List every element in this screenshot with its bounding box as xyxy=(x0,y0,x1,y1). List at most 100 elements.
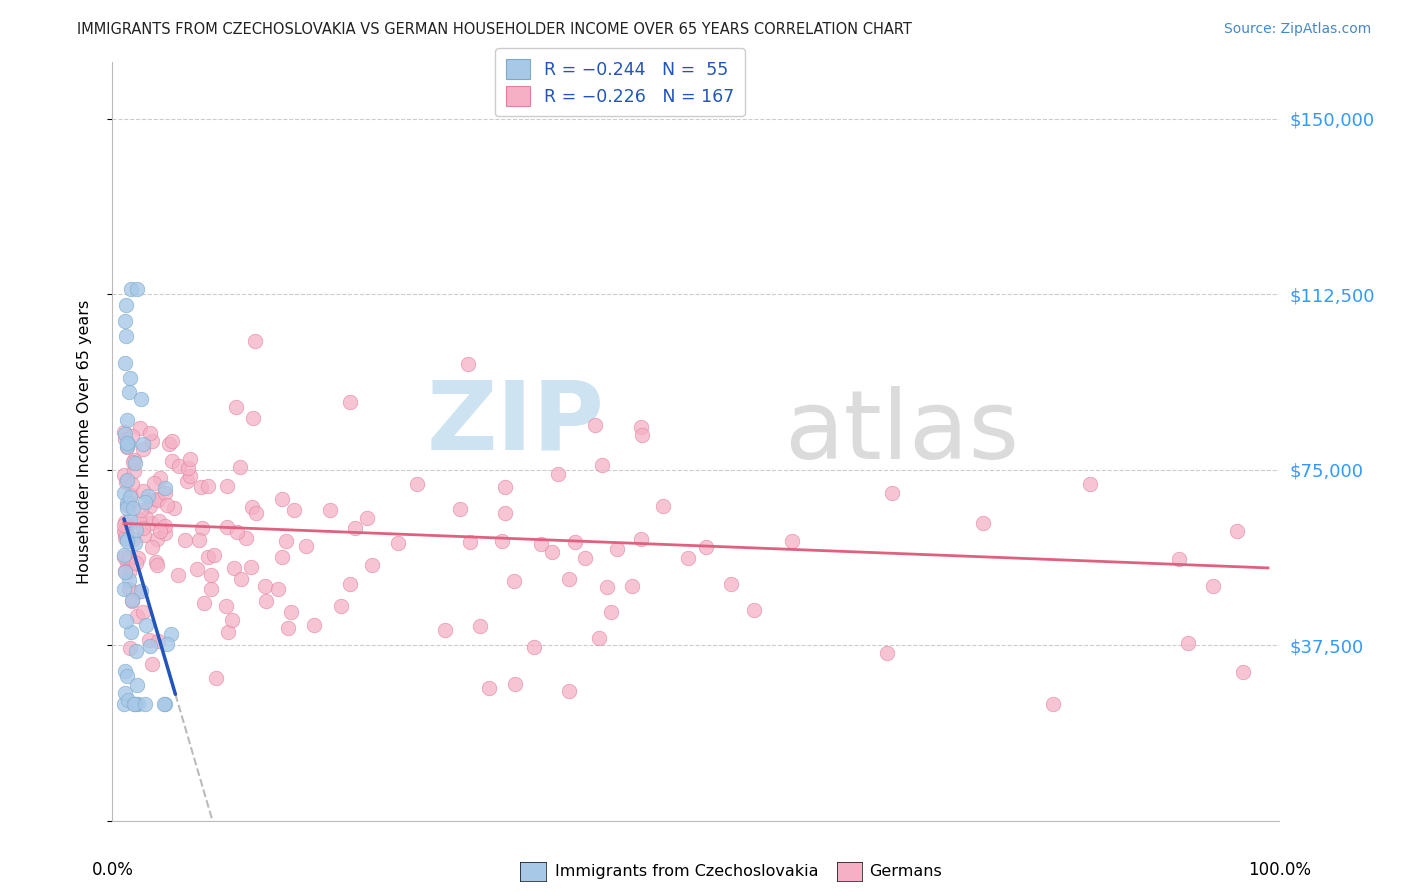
Point xyxy=(121,477,143,491)
Point xyxy=(564,535,586,549)
Point xyxy=(132,437,155,451)
Point xyxy=(115,298,138,312)
Point xyxy=(132,521,155,535)
Text: 100.0%: 100.0% xyxy=(1249,861,1310,879)
Point xyxy=(276,534,298,549)
Point xyxy=(136,489,159,503)
Point xyxy=(114,432,136,446)
Point xyxy=(468,618,491,632)
Point xyxy=(118,496,141,510)
Point xyxy=(631,427,654,442)
Point xyxy=(197,550,219,565)
Point xyxy=(132,484,155,499)
Point xyxy=(146,633,169,648)
Point xyxy=(271,550,294,565)
Point xyxy=(118,549,141,564)
Point xyxy=(115,669,138,683)
Point xyxy=(115,436,138,450)
Point xyxy=(127,678,149,692)
Point xyxy=(541,544,564,558)
Point xyxy=(124,456,146,470)
Point xyxy=(115,440,138,454)
Text: atlas: atlas xyxy=(785,385,1019,479)
Point xyxy=(118,513,141,527)
Point xyxy=(118,641,141,656)
Point xyxy=(880,485,903,500)
Point xyxy=(128,513,150,527)
Point xyxy=(174,533,197,548)
Point xyxy=(193,595,215,609)
Point xyxy=(115,439,138,453)
Point xyxy=(114,685,136,699)
Point xyxy=(114,314,136,328)
Point xyxy=(114,564,136,578)
Point xyxy=(1232,665,1254,679)
Point xyxy=(138,633,160,648)
Point xyxy=(120,282,142,296)
Point xyxy=(283,502,305,516)
Point xyxy=(125,608,148,623)
Point xyxy=(156,637,179,651)
Point xyxy=(215,599,238,613)
Point xyxy=(176,474,198,488)
Point xyxy=(652,499,675,513)
Point xyxy=(200,568,222,582)
Point xyxy=(114,524,136,538)
Point xyxy=(319,503,342,517)
Point xyxy=(141,657,163,671)
Point xyxy=(149,524,172,538)
Point xyxy=(339,395,361,409)
Point xyxy=(124,697,146,711)
Point xyxy=(1202,579,1225,593)
Point xyxy=(450,502,472,516)
Point xyxy=(120,490,142,504)
Point xyxy=(457,357,479,371)
Point xyxy=(141,516,163,530)
Point xyxy=(131,584,153,599)
Point xyxy=(114,550,136,565)
Point xyxy=(177,461,200,475)
Point xyxy=(600,605,623,619)
Point xyxy=(114,532,136,546)
Point xyxy=(530,537,553,551)
Point xyxy=(125,644,148,658)
Text: Germans: Germans xyxy=(869,864,942,879)
Point xyxy=(630,532,652,546)
Point xyxy=(190,480,212,494)
Point xyxy=(294,539,316,553)
Point xyxy=(124,697,146,711)
Point xyxy=(270,491,292,506)
Point xyxy=(254,594,277,608)
Point xyxy=(156,498,179,512)
Point xyxy=(876,646,898,660)
Point xyxy=(387,536,409,550)
Point xyxy=(129,421,152,435)
Point xyxy=(114,517,136,532)
Point xyxy=(277,621,299,635)
Y-axis label: Householder Income Over 65 years: Householder Income Over 65 years xyxy=(77,300,91,583)
Point xyxy=(574,551,596,566)
Point xyxy=(621,579,644,593)
Point xyxy=(583,418,606,433)
Text: 0.0%: 0.0% xyxy=(91,861,134,879)
Point xyxy=(243,334,266,348)
Point xyxy=(129,502,152,516)
Point xyxy=(118,574,141,588)
Point xyxy=(221,613,243,627)
Point xyxy=(215,520,238,534)
Point xyxy=(494,480,516,494)
Point xyxy=(240,500,263,514)
Point xyxy=(139,426,162,441)
Point xyxy=(134,697,156,711)
Point xyxy=(135,617,157,632)
Point xyxy=(114,665,136,679)
Point xyxy=(122,455,145,469)
Point xyxy=(115,496,138,510)
Point xyxy=(117,500,139,515)
Point xyxy=(112,697,135,711)
Point xyxy=(503,676,526,690)
Point xyxy=(127,551,149,566)
Point xyxy=(162,454,184,468)
Point xyxy=(120,488,142,502)
Point xyxy=(121,592,143,607)
